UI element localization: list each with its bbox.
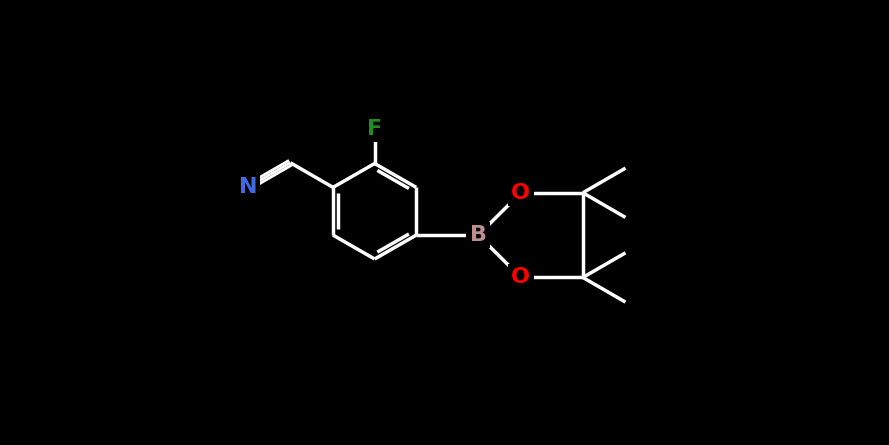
- Text: N: N: [238, 178, 257, 198]
- Text: B: B: [469, 225, 487, 245]
- Text: O: O: [511, 267, 531, 287]
- Text: F: F: [367, 119, 382, 139]
- Text: O: O: [511, 183, 531, 203]
